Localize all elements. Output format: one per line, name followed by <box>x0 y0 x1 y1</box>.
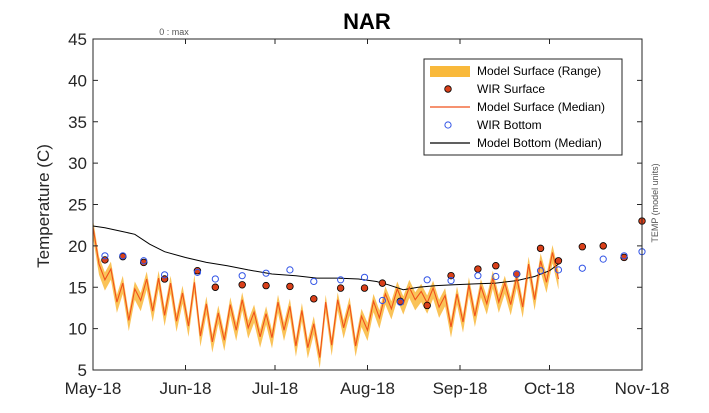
legend-label: WIR Bottom <box>477 118 542 132</box>
wir-bottom-point <box>262 269 270 277</box>
wir-surface-point <box>238 281 246 289</box>
wir-bottom-point <box>620 252 628 260</box>
wir-surface-point <box>310 295 318 303</box>
wir-surface-point <box>492 262 500 270</box>
legend-label: Model Surface (Median) <box>477 100 605 114</box>
legend: Model Surface (Range) WIR Surface Model Su… <box>423 58 623 156</box>
x-tick-label: Nov-18 <box>615 379 670 398</box>
wir-surface-point <box>336 284 345 292</box>
wir-surface-point <box>286 282 294 291</box>
wir-bottom-point <box>578 264 586 272</box>
wir-surface-point <box>554 257 563 265</box>
surface-range-band <box>93 219 559 369</box>
wir-bottom-point <box>211 275 219 283</box>
legend-swatch <box>444 121 452 129</box>
wir-bottom-point <box>396 298 404 306</box>
model-surface-median-line <box>92 226 560 358</box>
y-tick-label: 45 <box>68 30 87 49</box>
wir-bottom-point <box>310 277 318 286</box>
wir-surface-point <box>447 271 455 280</box>
legend-swatch <box>444 85 452 93</box>
x-tick-label: Oct-18 <box>524 379 575 398</box>
wir-surface-point <box>474 265 482 273</box>
y-tick-label: 10 <box>68 320 87 339</box>
wir-bottom-point <box>119 252 127 260</box>
wir-surface-point <box>140 258 148 267</box>
wir-bottom-point <box>360 273 369 281</box>
right-axis-label: TEMP (model units) <box>650 163 660 242</box>
wir-bottom-point <box>423 276 431 284</box>
y-tick-label: 25 <box>68 196 87 215</box>
x-tick-label: Aug-18 <box>340 379 395 398</box>
wir-bottom-point <box>378 296 387 305</box>
y-tick-label: 40 <box>68 71 87 90</box>
x-tick-label: Sep-18 <box>433 379 488 398</box>
wir-surface-point <box>262 281 270 290</box>
y-axis: 5 10 15 20 25 30 35 40 45 <box>68 30 642 380</box>
y-axis-label: Temperature (C) <box>34 144 53 268</box>
legend-label: Model Bottom (Median) <box>477 136 602 150</box>
wir-surface-point <box>211 283 220 291</box>
wir-bottom-point <box>492 272 500 281</box>
wir-surface-point <box>193 267 202 275</box>
x-tick-label: Jul-18 <box>252 379 298 398</box>
wir-bottom-point <box>140 257 148 265</box>
wir-bottom-point <box>161 271 169 279</box>
wir-bottom-point <box>193 268 202 276</box>
axis-exponent-note: 0 : max <box>159 27 189 37</box>
chart-title: NAR <box>343 9 391 34</box>
x-axis: May-18 Jun-18 Jul-18 Aug-18 Sep-18 Oct-18 Nov-… <box>65 39 670 398</box>
wir-surface-point <box>360 284 369 292</box>
wir-bottom-point <box>286 266 294 274</box>
model-surface-range <box>93 219 559 369</box>
wir-bottom-point <box>599 255 607 263</box>
wir-bottom-point <box>101 252 109 260</box>
legend-swatch <box>430 66 470 77</box>
x-tick-label: May-18 <box>65 379 122 398</box>
y-tick-label: 30 <box>68 154 87 173</box>
wir-bottom-point <box>238 272 246 280</box>
y-tick-label: 15 <box>68 278 87 297</box>
legend-label: WIR Surface <box>477 82 545 96</box>
wir-surface-point <box>599 242 607 250</box>
wir-surface-point <box>378 279 387 287</box>
wir-surface-point <box>578 243 587 251</box>
x-tick-label: Jun-18 <box>160 379 212 398</box>
wir-surface-point <box>620 253 628 262</box>
wir-surface-point <box>423 301 431 310</box>
legend-label: Model Surface (Range) <box>477 64 601 78</box>
y-tick-label: 35 <box>68 113 87 132</box>
wir-bottom-point <box>337 276 345 284</box>
wir-bottom-point <box>447 277 455 285</box>
wir-bottom-point <box>474 272 482 280</box>
wir-bottom-point <box>513 270 521 278</box>
wir-surface-point <box>536 244 545 253</box>
wir-bottom-point <box>536 267 545 275</box>
y-tick-label: 5 <box>78 361 87 380</box>
y-tick-label: 20 <box>68 237 87 256</box>
wir-bottom-point <box>554 266 563 274</box>
